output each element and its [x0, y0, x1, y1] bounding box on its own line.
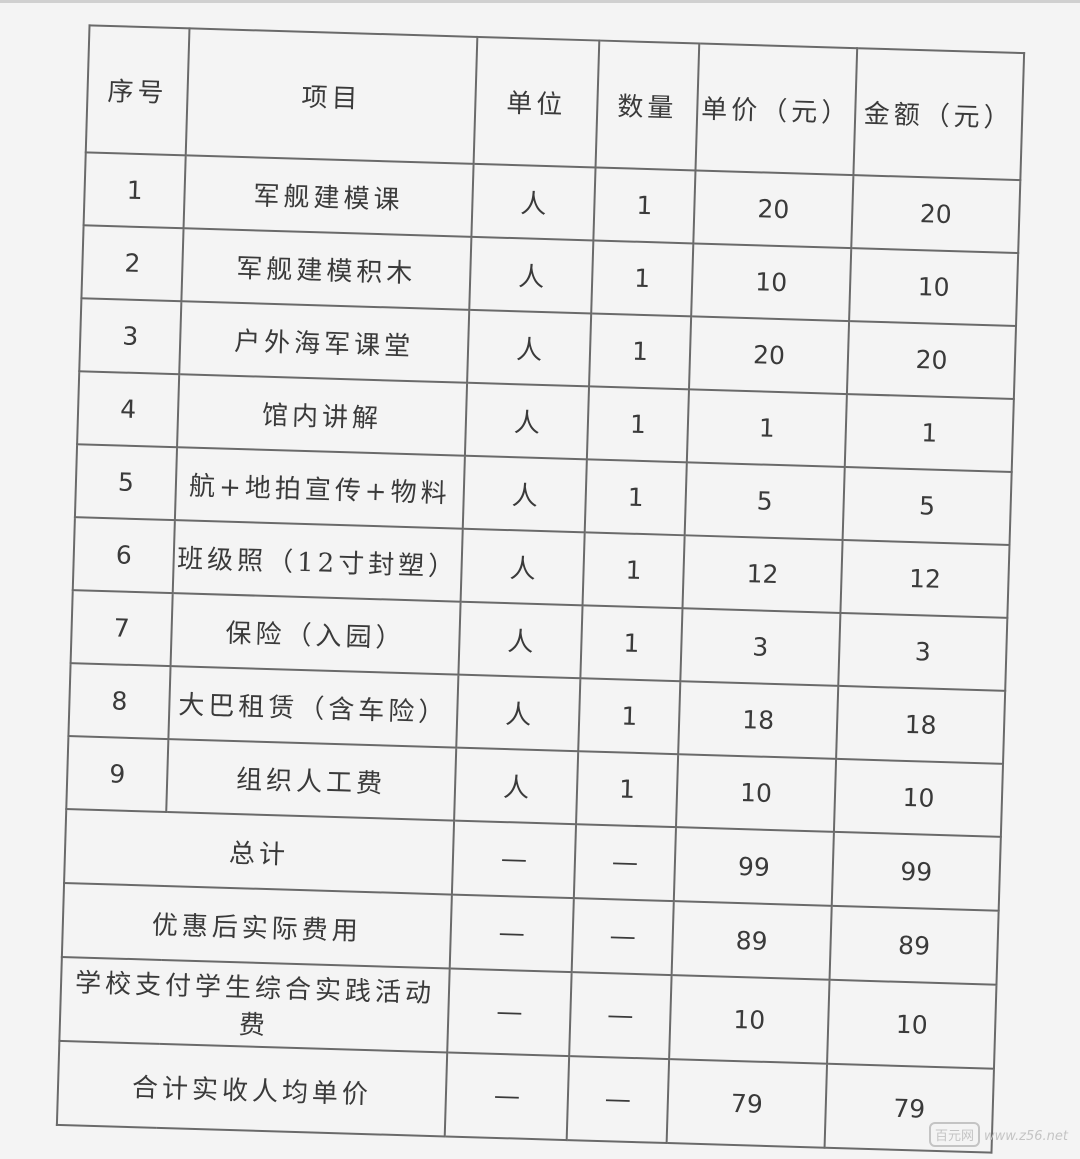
- row-unit: 人: [458, 601, 583, 679]
- summary-unit: —: [447, 968, 572, 1057]
- row-amount: 3: [838, 612, 1008, 691]
- row-unit: 人: [462, 455, 587, 533]
- summary-amount: 89: [829, 905, 999, 985]
- header-price: 单价（元）: [695, 43, 858, 176]
- summary-label: 优惠后实际费用: [61, 883, 452, 969]
- row-amount: 20: [851, 175, 1021, 254]
- row-amount: 10: [833, 758, 1004, 837]
- summary-qty: —: [569, 972, 672, 1060]
- summary-label: 学校支付学生综合实践活动费: [59, 956, 450, 1053]
- row-qty: 1: [584, 459, 687, 536]
- summary-price: 10: [669, 975, 830, 1064]
- row-no: 4: [77, 371, 180, 448]
- row-price: 20: [693, 170, 854, 249]
- cost-table: 序号 项目 单位 数量 单价（元） 金额（元） 1 军舰建模课人 1 20 20 2 军舰建…: [56, 24, 1025, 1153]
- summary-price: 79: [666, 1059, 828, 1148]
- row-amount: 20: [846, 321, 1017, 399]
- row-amount: 12: [840, 539, 1010, 618]
- row-qty: 1: [591, 240, 694, 317]
- summary-price: 89: [671, 901, 832, 980]
- row-no: 5: [74, 444, 178, 521]
- row-unit: 人: [467, 309, 592, 387]
- row-amount: 10: [849, 248, 1019, 327]
- row-no: 2: [81, 225, 184, 302]
- summary-unit: —: [449, 894, 574, 973]
- summary-qty: —: [573, 824, 676, 902]
- row-qty: 1: [586, 386, 689, 463]
- header-qty: 数量: [595, 40, 700, 171]
- summary-amount: 99: [831, 831, 1001, 911]
- summary-qty: —: [571, 898, 674, 976]
- row-qty: 1: [576, 751, 679, 828]
- top-edge: [0, 0, 1080, 3]
- summary-amount: 10: [827, 979, 997, 1069]
- header-no: 序号: [85, 25, 190, 156]
- row-qty: 1: [593, 167, 696, 244]
- row-no: 8: [68, 663, 171, 740]
- row-price: 20: [688, 316, 850, 395]
- row-item: 组织人工费: [166, 739, 457, 821]
- row-price: 3: [680, 608, 841, 686]
- row-unit: 人: [460, 528, 585, 606]
- row-amount: 18: [836, 685, 1006, 764]
- row-unit: 人: [454, 747, 579, 825]
- watermark-site: www.z56.net: [983, 1129, 1068, 1144]
- row-price: 5: [684, 462, 845, 540]
- watermark-logo: 百元网: [928, 1122, 980, 1147]
- row-amount: 5: [842, 467, 1012, 545]
- row-item: 保险（入园）: [170, 593, 461, 675]
- row-qty: 1: [582, 532, 685, 609]
- row-no: 7: [70, 590, 173, 667]
- summary-label: 总计: [64, 809, 455, 895]
- row-no: 3: [79, 298, 182, 375]
- header-item: 项目: [185, 28, 478, 164]
- header-amount: 金额（元）: [853, 48, 1025, 181]
- row-no: 9: [66, 736, 169, 813]
- row-unit: 人: [469, 236, 594, 314]
- row-unit: 人: [464, 382, 590, 460]
- row-item: 军舰建模课: [183, 155, 474, 237]
- row-price: 1: [686, 389, 847, 468]
- watermark: 百元网 www.z56.net: [928, 1122, 1068, 1147]
- row-item: 大巴租赁（含车险）: [168, 666, 459, 748]
- row-unit: 人: [456, 674, 581, 752]
- row-price: 10: [691, 243, 852, 322]
- row-no: 6: [72, 517, 175, 594]
- summary-label: 合计实收人均单价: [56, 1040, 448, 1137]
- row-item: 班级照（12寸封塑）: [172, 520, 463, 602]
- row-item: 户外海军课堂: [179, 301, 470, 383]
- row-item: 军舰建模积木: [181, 228, 472, 310]
- row-qty: 1: [589, 313, 692, 390]
- header-unit: 单位: [473, 36, 600, 168]
- row-qty: 1: [578, 678, 681, 755]
- row-price: 12: [682, 535, 843, 613]
- summary-unit: —: [451, 820, 577, 899]
- row-price: 10: [675, 754, 837, 832]
- row-unit: 人: [471, 163, 596, 241]
- row-item: 航+地拍宣传+物料: [174, 447, 465, 529]
- row-amount: 1: [844, 394, 1014, 472]
- summary-unit: —: [444, 1052, 570, 1141]
- row-qty: 1: [580, 605, 683, 682]
- row-price: 18: [678, 681, 839, 759]
- document-page: 序号 项目 单位 数量 单价（元） 金额（元） 1 军舰建模课人 1 20 20 2 军舰建…: [56, 24, 1025, 1153]
- row-no: 1: [83, 152, 186, 229]
- summary-qty: —: [566, 1056, 670, 1144]
- summary-price: 99: [673, 827, 834, 906]
- row-item: 馆内讲解: [177, 374, 468, 456]
